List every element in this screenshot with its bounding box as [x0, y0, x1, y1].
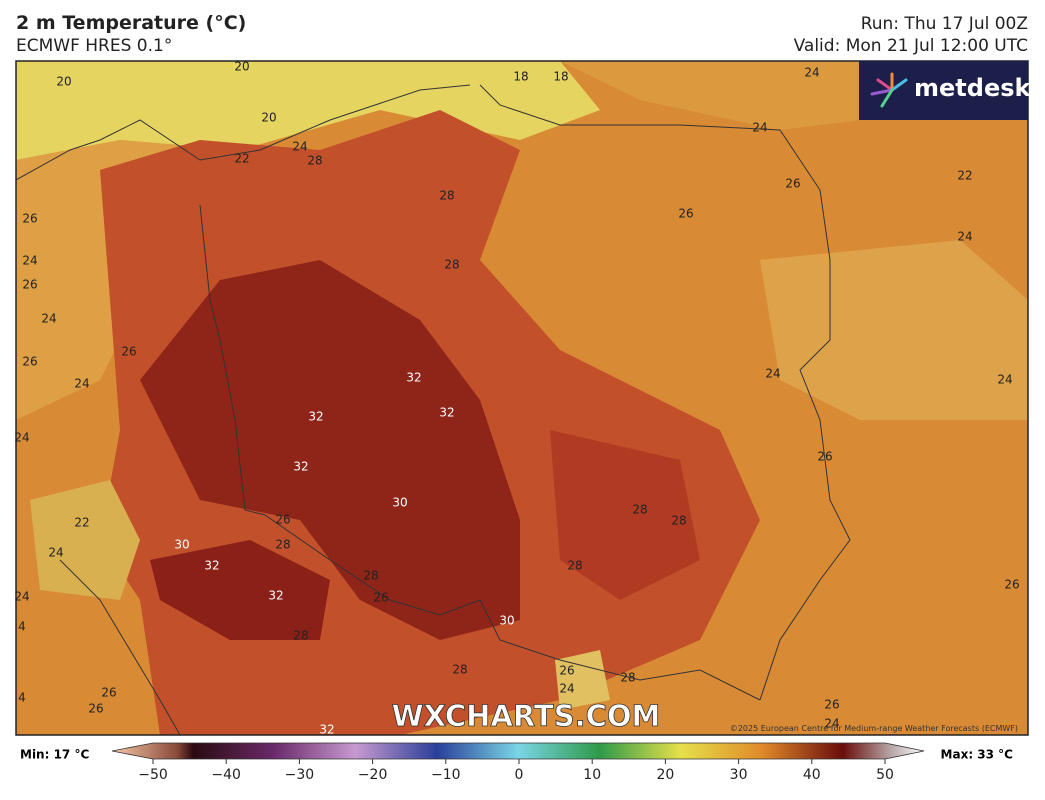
contour-label: 32 [406, 371, 421, 385]
contour-label: 28 [444, 258, 459, 272]
subtitle: ECMWF HRES 0.1° [16, 36, 173, 56]
contour-label: 20 [234, 60, 249, 74]
contour-label: 26 [22, 212, 37, 226]
run-time: Run: Thu 17 Jul 00Z [860, 14, 1028, 34]
valid-time: Valid: Mon 21 Jul 12:00 UTC [793, 36, 1028, 56]
colorbar-tick-label: −50 [138, 767, 168, 783]
contour-label: 28 [452, 663, 467, 677]
contour-label: 24 [292, 140, 307, 154]
contour-label: 20 [56, 75, 71, 89]
contour-label: 18 [513, 70, 528, 84]
credit: ©2025 European Centre for Medium-range W… [730, 724, 1018, 733]
contour-label: 26 [559, 664, 574, 678]
colorbar-tick-label: 0 [515, 767, 524, 783]
contour-label: 24 [824, 717, 839, 731]
watermark: WXCHARTS.COM [392, 699, 661, 733]
contour-label: 24 [41, 312, 56, 326]
contour-label: 26 [121, 345, 136, 359]
contour-label: 32 [439, 406, 454, 420]
contour-label: 24 [14, 590, 29, 604]
contour-label: 24 [752, 121, 767, 135]
contour-label: 22 [234, 152, 249, 166]
contour-label: 28 [293, 629, 308, 643]
min-label: Min: 17 °C [20, 748, 89, 762]
contour-label: 24 [765, 367, 780, 381]
contour-label: 18 [553, 70, 568, 84]
contour-label: 24 [22, 254, 37, 268]
colorbar-tick-label: 30 [730, 767, 748, 783]
logo-icon [870, 72, 908, 108]
colorbar-tick-label: −30 [285, 767, 315, 783]
contour-label: 28 [632, 503, 647, 517]
contour-label: 4 [18, 620, 26, 634]
contour-label: 32 [319, 723, 334, 737]
contour-label: 24 [957, 230, 972, 244]
title: 2 m Temperature (°C) [16, 12, 247, 34]
contour-label: 26 [373, 591, 388, 605]
contour-label: 26 [22, 278, 37, 292]
contour-label: 26 [785, 177, 800, 191]
colorbar-tick-label: −20 [358, 767, 388, 783]
contour-label: 28 [307, 154, 322, 168]
contour-label: 26 [817, 450, 832, 464]
contour-label: 20 [261, 111, 276, 125]
colorbar-tick-label: 10 [583, 767, 601, 783]
contour-label: 28 [363, 569, 378, 583]
colorbar [111, 742, 925, 760]
contour-label: 32 [204, 559, 219, 573]
contour-label: 26 [275, 513, 290, 527]
contour-label: 4 [18, 691, 26, 705]
contour-label: 30 [499, 614, 514, 628]
contour-label: 26 [678, 207, 693, 221]
colorbar-tick-label: −10 [431, 767, 461, 783]
logo-text: metdesk [914, 74, 1032, 102]
contour-label: 26 [101, 686, 116, 700]
contour-label: 24 [997, 373, 1012, 387]
colorbar-tick-label: 50 [876, 767, 894, 783]
contour-label: 24 [48, 546, 63, 560]
contour-label: 30 [392, 496, 407, 510]
contour-label: 26 [88, 702, 103, 716]
colorbar-tick-label: 20 [656, 767, 674, 783]
colorbar-tick-label: 40 [803, 767, 821, 783]
contour-label: 28 [620, 671, 635, 685]
contour-label: 26 [22, 355, 37, 369]
max-label: Max: 33 °C [941, 748, 1014, 762]
contour-label: 30 [174, 538, 189, 552]
contour-label: 32 [268, 589, 283, 603]
colorbar-tick-label: −40 [211, 767, 241, 783]
contour-label: 28 [567, 559, 582, 573]
contour-label: 22 [957, 169, 972, 183]
temperature-field [16, 61, 1028, 735]
contour-label: 28 [439, 189, 454, 203]
contour-label: 26 [824, 698, 839, 712]
contour-label: 22 [74, 516, 89, 530]
contour-label: 32 [293, 460, 308, 474]
contour-label: 32 [308, 410, 323, 424]
contour-label: 24 [559, 682, 574, 696]
contour-label: 26 [1004, 578, 1019, 592]
contour-label: 24 [804, 66, 819, 80]
contour-label: 24 [74, 377, 89, 391]
contour-label: 24 [14, 431, 29, 445]
contour-label: 28 [671, 514, 686, 528]
contour-label: 28 [275, 538, 290, 552]
